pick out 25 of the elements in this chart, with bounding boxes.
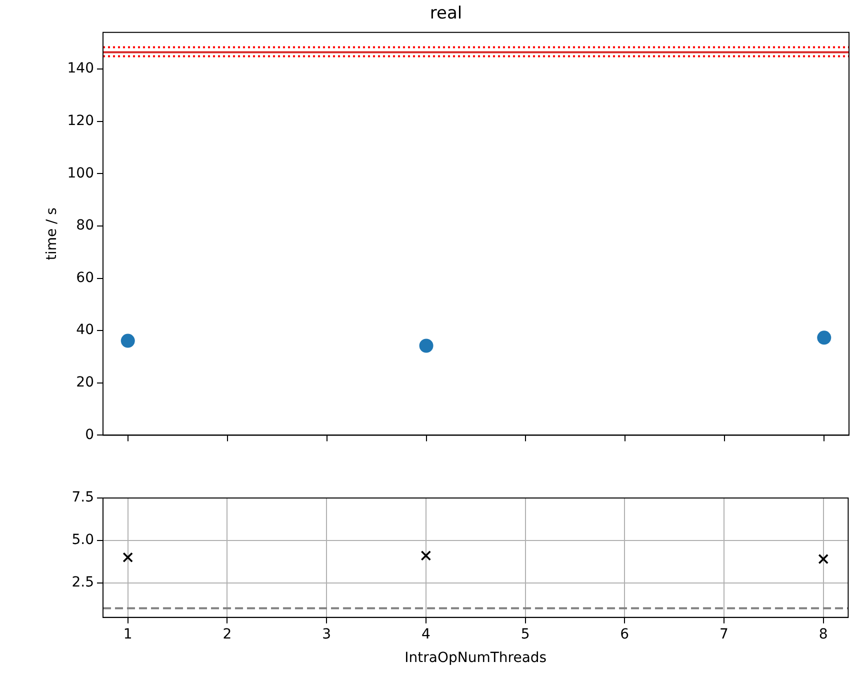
y-tick-label: 0 (85, 426, 94, 443)
y-tick-label: 20 (76, 374, 94, 391)
chart-title: real (430, 4, 462, 24)
x-axis-title: IntraOpNumThreads (404, 650, 547, 666)
x-tick-label: 6 (620, 626, 630, 642)
y-tick-label: 80 (76, 218, 94, 234)
y-tick-label: 140 (67, 60, 94, 77)
y-tick-label: 60 (76, 270, 94, 286)
y-tick-label: 7.5 (72, 490, 94, 506)
x-tick-label: 7 (720, 626, 728, 642)
x-tick-label: 2 (222, 626, 232, 642)
y-tick-label: 100 (67, 165, 94, 182)
point (120, 334, 135, 348)
y-tick-label: 2.5 (72, 574, 94, 590)
point (817, 330, 832, 345)
y-tick-label: 40 (76, 322, 94, 338)
y-tick-label: 5.0 (72, 532, 94, 548)
y-axis-title: time / s (44, 208, 60, 260)
x-tick-label: 1 (123, 626, 132, 642)
x-tick-label: 3 (322, 626, 332, 642)
x-tick-label: 4 (421, 626, 430, 642)
x-tick-label: 8 (818, 626, 828, 642)
y-tick-label: 120 (67, 112, 94, 129)
x-tick-label: 5 (520, 626, 530, 642)
point (419, 338, 434, 353)
